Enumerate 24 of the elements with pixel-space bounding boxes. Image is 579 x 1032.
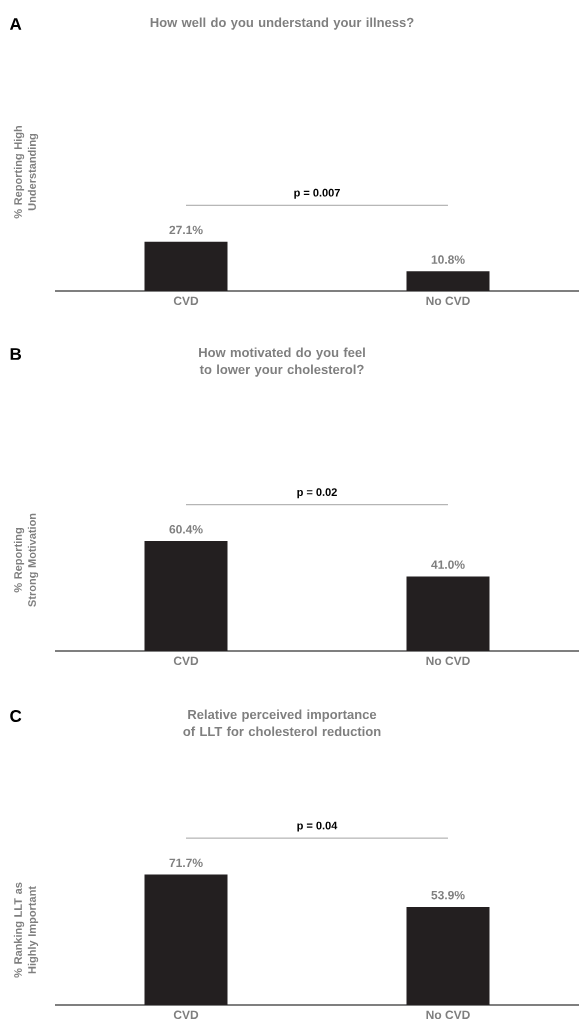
data-label: 27.1%	[169, 225, 203, 235]
chart-title: How well do you understand your illness?	[150, 17, 414, 30]
data-label: 10.8%	[431, 255, 465, 264]
chart-title: Relative perceived importance of LLT for cholesterol reduction	[183, 709, 381, 737]
data-label: 71.7%	[169, 858, 203, 868]
x-tick-label: CVD	[173, 656, 199, 666]
chart-title: How motivated do you feel to lower your cholesterol?	[199, 347, 365, 377]
y-axis-title: % Reporting Strong Motivation	[13, 513, 39, 607]
data-label: 53.9%	[431, 890, 465, 900]
text: B	[10, 348, 22, 360]
data-label: 41.0%	[431, 560, 465, 569]
x-tick-label: CVD	[173, 1010, 199, 1020]
y-axis-title: % Reporting High Understanding	[13, 125, 39, 219]
text: p = 0.007	[294, 188, 340, 199]
text: p = 0.02	[297, 488, 337, 499]
text: A	[9, 18, 22, 30]
text: C	[10, 709, 22, 723]
x-tick-label: No CVD	[426, 656, 470, 666]
x-tick-label: No CVD	[426, 296, 470, 306]
data-label: 60.4%	[169, 525, 203, 534]
x-tick-label: CVD	[173, 296, 199, 306]
text: p = 0.04	[297, 821, 338, 832]
x-tick-label: No CVD	[426, 1010, 470, 1020]
y-axis-title: % Ranking LLT as Highly Important	[13, 882, 39, 978]
